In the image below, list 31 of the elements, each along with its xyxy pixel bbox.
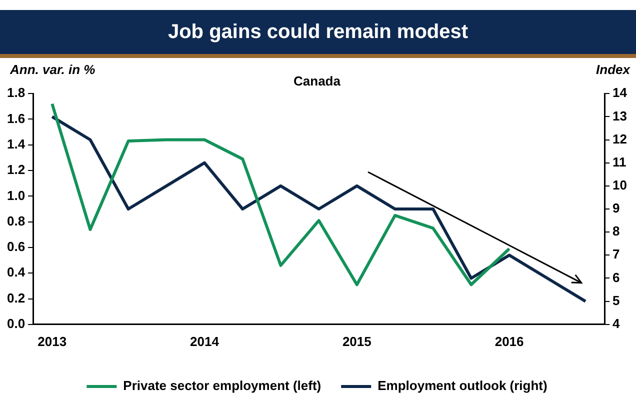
- y2-tick-label: 10: [612, 178, 628, 192]
- y2-tick-label: 12: [612, 131, 628, 146]
- y-tick-label: 1.2: [6, 162, 26, 178]
- y2-tick-label: 5: [612, 292, 620, 308]
- y2-tick-label: 4: [612, 316, 621, 331]
- y2-tick-label: 14: [612, 85, 628, 100]
- x-tick-label: 2015: [342, 334, 372, 349]
- legend-label: Employment outlook (right): [378, 378, 548, 394]
- y-tick-label: 1.0: [6, 188, 26, 203]
- y2-tick-label: 13: [612, 108, 628, 124]
- y-tick-label: 0.4: [6, 264, 26, 280]
- chart-title: Job gains could remain modest: [168, 20, 468, 44]
- y-tick-label: 1.6: [6, 110, 26, 126]
- y-axis-title: Ann. var. in %: [10, 62, 96, 77]
- x-tick-label: 2013: [38, 334, 67, 349]
- y2-tick-label: 8: [612, 224, 620, 239]
- x-tick-label: 2016: [494, 334, 524, 349]
- y2-tick-label: 11: [612, 154, 626, 170]
- y-tick-label: 1.8: [6, 85, 26, 100]
- y-tick-label: 0.6: [6, 239, 26, 254]
- y2-tick-label: 9: [612, 200, 620, 216]
- y-tick-label: 1.4: [6, 136, 26, 152]
- y2-tick-label: 6: [612, 270, 620, 285]
- y2-axis-title: Index: [596, 62, 630, 77]
- y-tick-label: 0.2: [6, 290, 26, 306]
- x-tick-label: 2014: [190, 334, 220, 349]
- y-tick-label: 0.8: [6, 213, 26, 228]
- y-tick-label: 0.0: [6, 316, 26, 331]
- chart-subtitle: Canada: [294, 73, 342, 88]
- y2-tick-label: 7: [612, 246, 620, 262]
- legend-label: Private sector employment (left): [123, 378, 322, 394]
